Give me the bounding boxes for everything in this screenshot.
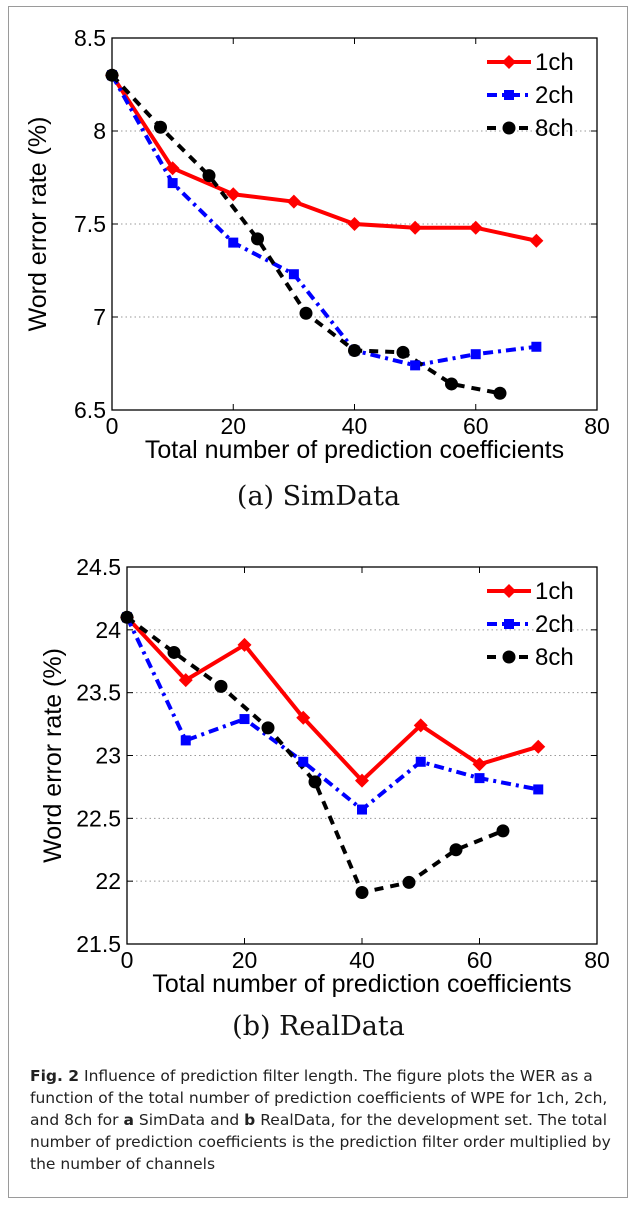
chart-a-series-8ch-point — [348, 343, 361, 357]
chart-b-ytick-label: 23 — [95, 743, 121, 769]
caption-a-text: SimData and — [138, 1111, 240, 1129]
chart-b-ytick-label: 23.5 — [76, 680, 121, 706]
chart-a-series-8ch-point — [493, 386, 507, 400]
chart-a-series-1ch-point — [529, 233, 544, 248]
chart-b-series-2ch-line — [125, 616, 539, 812]
chart-a-ytick-label: 8.5 — [74, 25, 106, 51]
chart-b-ylabel: Word error rate (%) — [39, 648, 67, 863]
figure-caption: Fig. 2 Influence of prediction filter le… — [30, 1065, 615, 1175]
chart-b-series-1ch-point — [531, 739, 546, 754]
chart-a-legend-2ch-marker — [504, 90, 514, 100]
chart-a-series-1ch-point — [226, 187, 241, 202]
chart-b-series-8ch-line — [125, 615, 504, 895]
chart-a-ylabel: Word error rate (%) — [24, 117, 52, 332]
chart-a-series-1ch-point — [408, 220, 423, 235]
chart-a-series-1ch-line — [110, 74, 537, 243]
chart-b-series-2ch-point — [239, 714, 250, 725]
chart-b-series-2ch-point — [415, 756, 426, 767]
chart-a-series-2ch-point — [288, 269, 299, 280]
chart-b-legend-1ch-marker — [502, 584, 516, 598]
chart-a-ytick-label: 8 — [93, 118, 106, 144]
chart-a-legend-1ch-label: 1ch — [535, 49, 574, 76]
chart-b-series-2ch-point — [180, 735, 191, 746]
chart-a-series-2ch-point — [167, 178, 178, 189]
chart-b-series-1ch-point — [472, 757, 487, 772]
chart-a-series-2ch-point — [228, 237, 239, 248]
chart-a-series-8ch-point — [445, 377, 458, 391]
chart-a-series-8ch-point — [396, 345, 410, 359]
chart-a-series-8ch-point — [202, 169, 216, 183]
chart-a-ytick-label: 7.5 — [74, 211, 106, 237]
chart-a-xtick-label: 0 — [106, 413, 119, 439]
chart-a-xlabel: Total number of prediction coefficients — [145, 436, 564, 464]
chart-a-xtick-label: 40 — [342, 413, 368, 439]
chart-a-legend-8ch-label: 8ch — [535, 115, 574, 142]
chart-b-ytick-label: 22 — [95, 868, 121, 894]
chart-b-series-8ch-point — [214, 679, 228, 693]
chart-b-series-8ch-point — [449, 843, 463, 857]
chart-b-xtick-label: 60 — [467, 947, 493, 973]
chart-b-series-8ch-point — [402, 875, 416, 889]
chart-b-series-8ch-point — [355, 885, 369, 899]
chart-a-ytick-label: 7 — [93, 304, 106, 330]
chart-b-xlabel: Total number of prediction coefficients — [152, 970, 571, 998]
chart-b-series-2ch-point — [298, 756, 309, 767]
chart-a-series-2ch-point — [531, 341, 542, 352]
chart-a-series-8ch-point — [299, 306, 313, 320]
chart-b-series-2ch-point — [533, 784, 544, 795]
chart-b-ytick-label: 21.5 — [76, 931, 121, 957]
chart-b-xtick-label: 20 — [232, 947, 258, 973]
chart-a-legend-1ch-marker — [502, 55, 516, 69]
chart-b-series-1ch-point — [413, 718, 428, 733]
chart-a-series-8ch-point — [251, 232, 264, 246]
chart-b-legend-2ch-label: 2ch — [535, 611, 574, 638]
chart-b-ytick-label: 22.5 — [76, 805, 121, 831]
chart-b-legend-8ch-marker — [502, 650, 516, 664]
chart-b-series-1ch-point — [296, 710, 311, 725]
chart-b-ytick-label: 24 — [95, 617, 121, 643]
chart-b-ytick-label: 24.5 — [76, 554, 121, 580]
chart-b-series-2ch-point — [474, 773, 485, 784]
chart-a-series-2ch-point — [470, 349, 481, 360]
caption-a-label: a — [123, 1111, 134, 1129]
chart-b-series-8ch-point — [261, 721, 275, 735]
chart-a-xtick-label: 20 — [220, 413, 246, 439]
chart-b-legend-8ch-label: 8ch — [535, 644, 574, 671]
chart-a-series-1ch-point — [165, 161, 180, 176]
chart-b-series-1ch-point — [237, 637, 252, 652]
chart-b-legend-2ch-marker — [504, 619, 514, 629]
chart-b-series-1ch-point — [355, 773, 369, 788]
chart-a-ytick-label: 6.5 — [74, 397, 106, 423]
caption-label: Fig. 2 — [30, 1067, 80, 1085]
chart-a-series-1ch-point — [286, 194, 301, 209]
figure-frame — [8, 6, 628, 1198]
chart-a-legend-8ch-marker — [502, 121, 516, 135]
chart-a-simdata: 0 20 40 60 80 6.5 7 7.5 8 8.5 Total number of pred… — [24, 25, 610, 464]
chart-b-series-1ch-point — [178, 673, 193, 688]
chart-a-series-1ch-point — [468, 220, 483, 235]
chart-b-xtick-label: 0 — [121, 947, 134, 973]
chart-b-realdata: 0 20 40 60 80 21.5 22 22.5 23 23.5 24 24.5 Total num… — [39, 554, 610, 998]
chart-a-xtick-label: 60 — [463, 413, 489, 439]
chart-b-legend-1ch-label: 1ch — [535, 578, 574, 605]
chart-b-series-2ch-point — [357, 804, 367, 815]
chart-b-series-8ch-point — [167, 645, 181, 659]
caption-text: Influence of prediction filter length. T… — [30, 1067, 608, 1129]
chart-b-series-1ch-line — [125, 615, 539, 783]
chart-a-series-2ch-line — [110, 74, 537, 368]
chart-a-series-2ch-point — [410, 360, 421, 371]
caption-b-label: b — [244, 1111, 256, 1129]
subcaption-b: (b) RealData — [232, 1011, 405, 1042]
caption-b-text: RealData, for the development set. The t… — [30, 1111, 611, 1173]
chart-a-xtick-label: 80 — [584, 413, 610, 439]
subcaption-a: (a) SimData — [236, 481, 401, 512]
chart-b-series-8ch-point — [308, 775, 322, 789]
chart-b-series-8ch-point — [496, 824, 510, 838]
chart-a-legend-2ch-label: 2ch — [535, 82, 574, 109]
chart-a-series-8ch-point — [154, 120, 167, 134]
chart-b-xtick-label: 40 — [349, 947, 375, 973]
chart-a-series-1ch-point — [347, 217, 362, 231]
chart-b-xtick-label: 80 — [584, 947, 610, 973]
